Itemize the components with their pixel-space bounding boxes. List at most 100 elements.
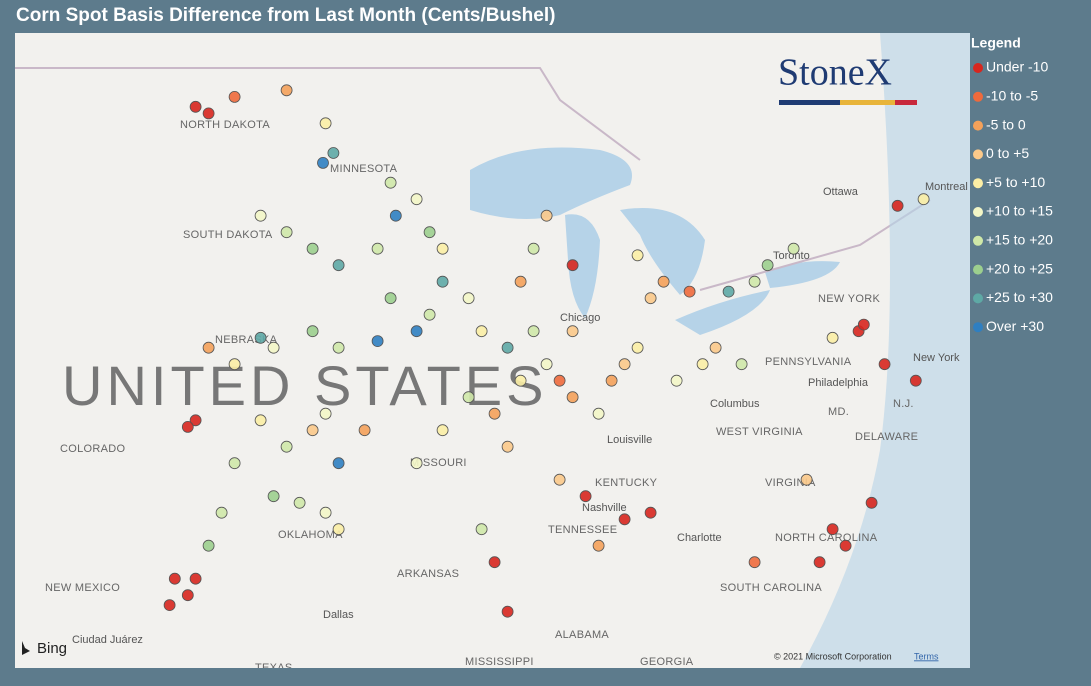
data-point xyxy=(579,490,592,503)
data-point xyxy=(826,331,839,344)
data-point xyxy=(267,490,280,503)
map-label: MD. xyxy=(828,406,849,418)
legend-swatch xyxy=(973,293,983,304)
data-point xyxy=(462,292,475,305)
data-point xyxy=(618,513,631,526)
map-label: New York xyxy=(913,352,960,364)
map-label: TEXAS xyxy=(255,662,293,674)
data-point xyxy=(631,249,644,262)
lake-ontario xyxy=(765,261,840,288)
data-point xyxy=(683,285,696,298)
data-point xyxy=(389,209,402,222)
legend-label: 0 to +5 xyxy=(986,145,1029,161)
data-point xyxy=(761,259,774,272)
data-point xyxy=(254,331,267,344)
data-point xyxy=(189,572,202,585)
map-label: COLORADO xyxy=(60,443,125,455)
data-point xyxy=(319,506,332,519)
data-point xyxy=(462,391,475,404)
data-point xyxy=(163,599,176,611)
data-point xyxy=(319,117,332,130)
map-label: NEW YORK xyxy=(818,293,880,305)
data-point xyxy=(592,407,605,420)
data-point xyxy=(423,308,436,321)
map-label: NORTH CAROLINA xyxy=(775,532,878,544)
data-point xyxy=(501,440,514,453)
data-point xyxy=(319,407,332,420)
data-point xyxy=(371,335,384,348)
map-label: SOUTH DAKOTA xyxy=(183,229,273,241)
data-point xyxy=(306,242,319,255)
data-point xyxy=(475,523,488,536)
legend: Under -10 -10 to -5 -5 to 0 0 to +5 +5 to +1… xyxy=(973,59,1053,334)
data-point xyxy=(488,407,501,420)
map-label: SOUTH CAROLINA xyxy=(720,582,822,594)
data-point xyxy=(280,226,293,239)
ocean xyxy=(800,33,970,668)
data-point xyxy=(878,358,891,371)
legend-swatch xyxy=(973,178,983,189)
data-point xyxy=(332,341,345,354)
map-label: Charlotte xyxy=(677,532,722,544)
data-point xyxy=(501,605,514,618)
logo-bar xyxy=(895,100,917,105)
data-point xyxy=(657,275,670,288)
lake-superior xyxy=(470,147,632,219)
map-label: NEW MEXICO xyxy=(45,582,120,594)
data-point xyxy=(423,226,436,239)
legend-label: -10 to -5 xyxy=(986,88,1038,104)
map-label: PENNSYLVANIA xyxy=(765,356,852,368)
map-label: MISSISSIPPI xyxy=(465,656,534,668)
lake-michigan xyxy=(565,214,600,318)
terms-link[interactable]: Terms xyxy=(914,651,939,661)
data-point xyxy=(553,473,566,486)
data-point xyxy=(514,374,527,387)
data-point xyxy=(540,358,553,371)
data-point xyxy=(909,374,922,387)
data-point xyxy=(384,176,397,189)
data-point xyxy=(410,325,423,338)
data-point xyxy=(410,457,423,470)
map-area: UNITED STATES NORTH DAKOTA SOUTH DAKOTA MIN… xyxy=(15,33,970,674)
map-label: WEST VIRGINIA xyxy=(716,426,803,438)
legend-label: Under -10 xyxy=(986,59,1048,75)
data-point xyxy=(475,325,488,338)
data-point xyxy=(644,292,657,305)
data-point xyxy=(787,242,800,255)
legend-swatch xyxy=(973,63,983,73)
legend-swatch xyxy=(973,264,983,275)
map-label: Toronto xyxy=(773,250,810,262)
data-point xyxy=(748,275,761,288)
data-point xyxy=(306,325,319,338)
data-point xyxy=(501,341,514,354)
data-point xyxy=(293,496,306,509)
map-label: Louisville xyxy=(607,434,652,446)
data-point xyxy=(228,91,241,103)
data-point xyxy=(436,275,449,288)
data-point xyxy=(254,209,267,222)
map-label: NEBRASKA xyxy=(215,334,278,346)
legend-swatch xyxy=(973,322,983,333)
data-point xyxy=(527,325,540,338)
map-label: Philadelphia xyxy=(808,377,869,389)
map-background xyxy=(15,33,970,668)
data-point xyxy=(332,259,345,272)
legend-label: Over +30 xyxy=(986,318,1044,334)
data-point xyxy=(644,506,657,519)
data-point xyxy=(527,242,540,255)
data-point xyxy=(202,107,215,120)
legend-label: +25 to +30 xyxy=(986,289,1053,305)
data-point xyxy=(168,572,181,585)
data-point xyxy=(553,374,566,387)
legend-label: +5 to +10 xyxy=(986,174,1045,190)
data-point xyxy=(202,539,215,552)
map-label: Ottawa xyxy=(823,186,859,198)
data-point xyxy=(631,341,644,354)
data-point xyxy=(332,457,345,470)
bing: Bing xyxy=(37,640,67,657)
map-label: Nashville xyxy=(582,502,627,514)
data-point xyxy=(813,556,826,569)
legend-swatch xyxy=(973,91,983,102)
data-point xyxy=(410,193,423,206)
data-point xyxy=(618,358,631,371)
